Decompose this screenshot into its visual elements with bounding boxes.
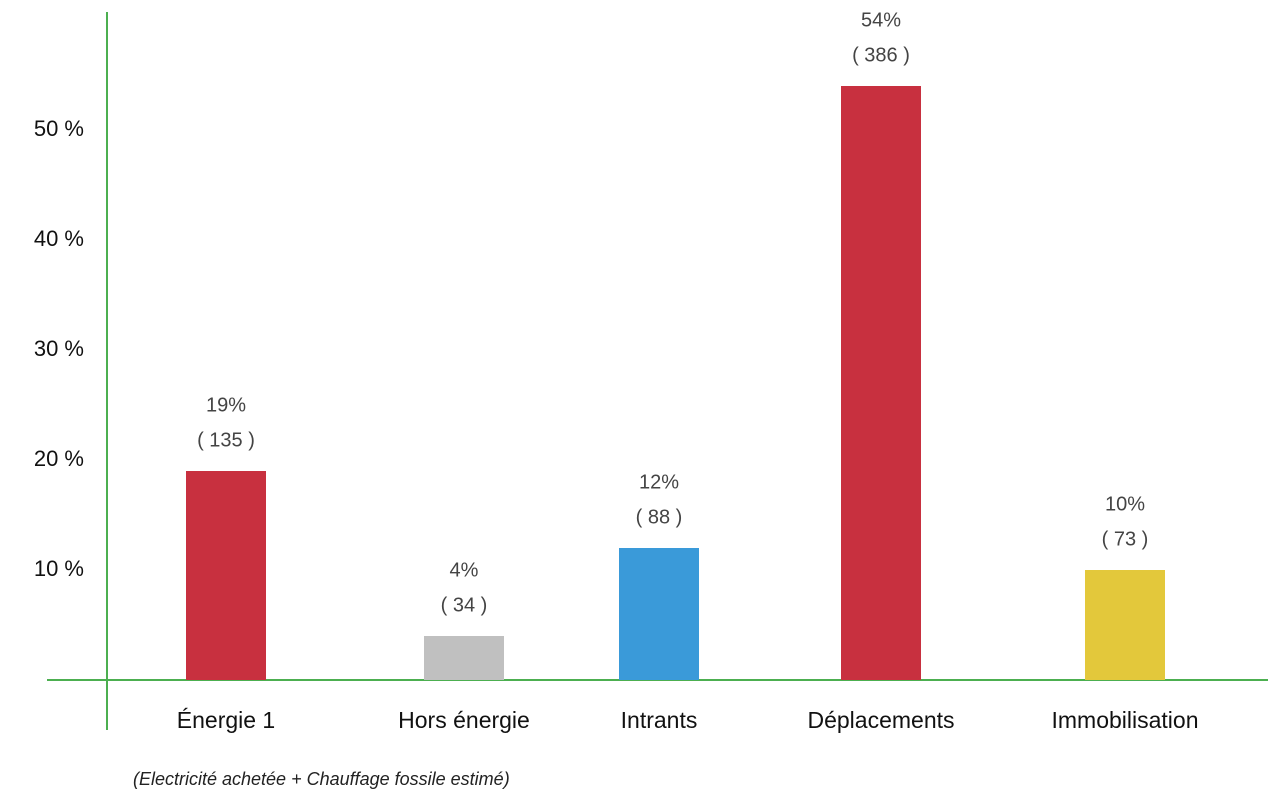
annotation: (Electricité achetée + Chauffage fossile…: [133, 769, 510, 789]
y-tick-label: 20 %: [34, 446, 84, 471]
bar: [841, 86, 921, 680]
x-tick-label: Immobilisation: [1052, 707, 1199, 733]
y-tick-label: 40 %: [34, 226, 84, 251]
y-tick-label: 10 %: [34, 556, 84, 581]
value-label: 4%: [450, 559, 479, 581]
count-label: ( 73 ): [1102, 528, 1149, 550]
bar: [424, 636, 504, 680]
count-label: ( 386 ): [852, 44, 910, 66]
value-label: 10%: [1105, 493, 1145, 515]
bar: [619, 548, 699, 680]
count-label: ( 88 ): [636, 506, 683, 528]
x-tick-label: Intrants: [621, 707, 698, 733]
count-label: ( 135 ): [197, 429, 255, 451]
y-tick-label: 30 %: [34, 336, 84, 361]
bar: [186, 471, 266, 680]
value-label: 54%: [861, 9, 901, 31]
y-tick-label: 50 %: [34, 116, 84, 141]
bar: [1085, 570, 1165, 680]
x-tick-label: Déplacements: [807, 707, 954, 733]
value-label: 19%: [206, 394, 246, 416]
x-tick-label: Énergie 1: [177, 707, 275, 733]
count-label: ( 34 ): [441, 594, 488, 616]
value-label: 12%: [639, 471, 679, 493]
x-tick-label: Hors énergie: [398, 707, 530, 733]
